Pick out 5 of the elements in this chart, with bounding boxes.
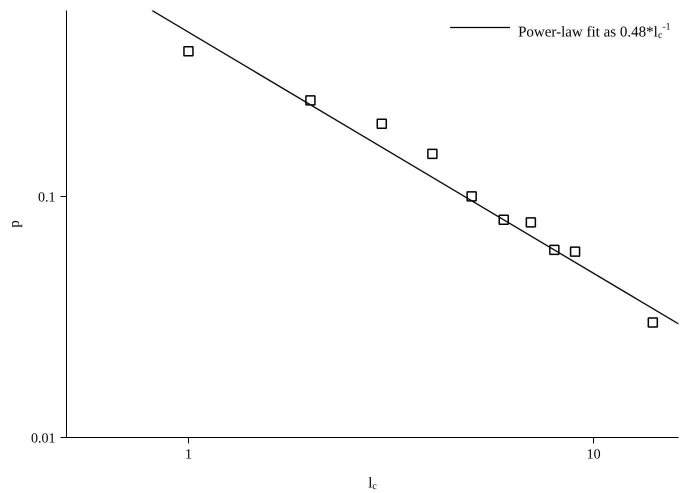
y-tick-label: 0.1	[38, 190, 56, 206]
x-tick-label: 1	[184, 448, 192, 462]
x-tick-label: 10	[586, 448, 601, 462]
y-axis-title: p	[7, 220, 23, 228]
y-tick-label: 0.01	[31, 432, 56, 446]
